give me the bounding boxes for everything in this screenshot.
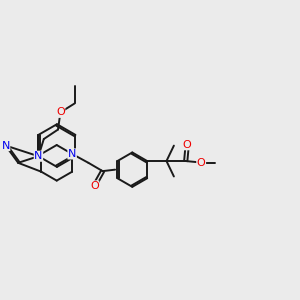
Text: O: O [183, 140, 192, 150]
Text: N: N [68, 149, 76, 159]
Text: O: O [90, 181, 99, 191]
Text: O: O [56, 107, 65, 117]
Text: N: N [34, 151, 43, 161]
Text: N: N [2, 141, 10, 151]
Text: O: O [197, 158, 206, 167]
